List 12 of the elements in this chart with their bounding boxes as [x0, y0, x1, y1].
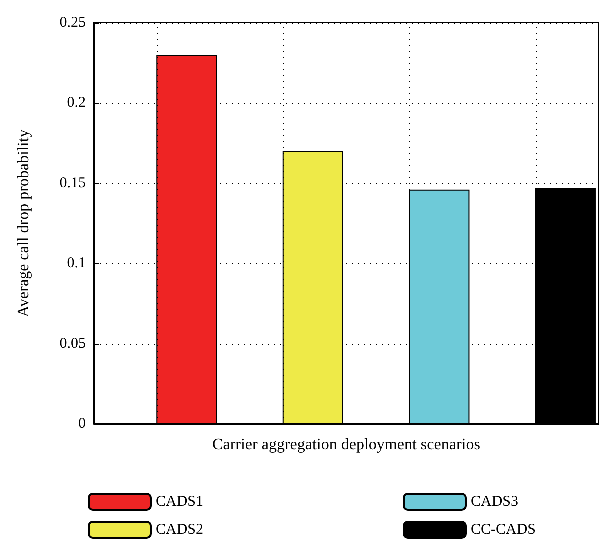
y-axis-title: Average call drop probability — [16, 130, 32, 318]
y-tick-label: 0.05 — [60, 336, 86, 352]
y-tick-label: 0 — [78, 416, 86, 432]
legend-label: CADS2 — [156, 522, 204, 538]
y-tick-label: 0.15 — [60, 175, 86, 192]
y-tick-label: 0.25 — [60, 15, 86, 31]
y-tick-label: 0.2 — [67, 95, 86, 112]
legend-label: CC-CADS — [471, 522, 536, 538]
legend-label: CADS1 — [156, 494, 204, 510]
y-tick-label: 0.1 — [67, 256, 86, 272]
legend-label: CADS3 — [471, 494, 519, 510]
x-axis-title: Carrier aggregation deployment scenarios — [212, 436, 480, 454]
